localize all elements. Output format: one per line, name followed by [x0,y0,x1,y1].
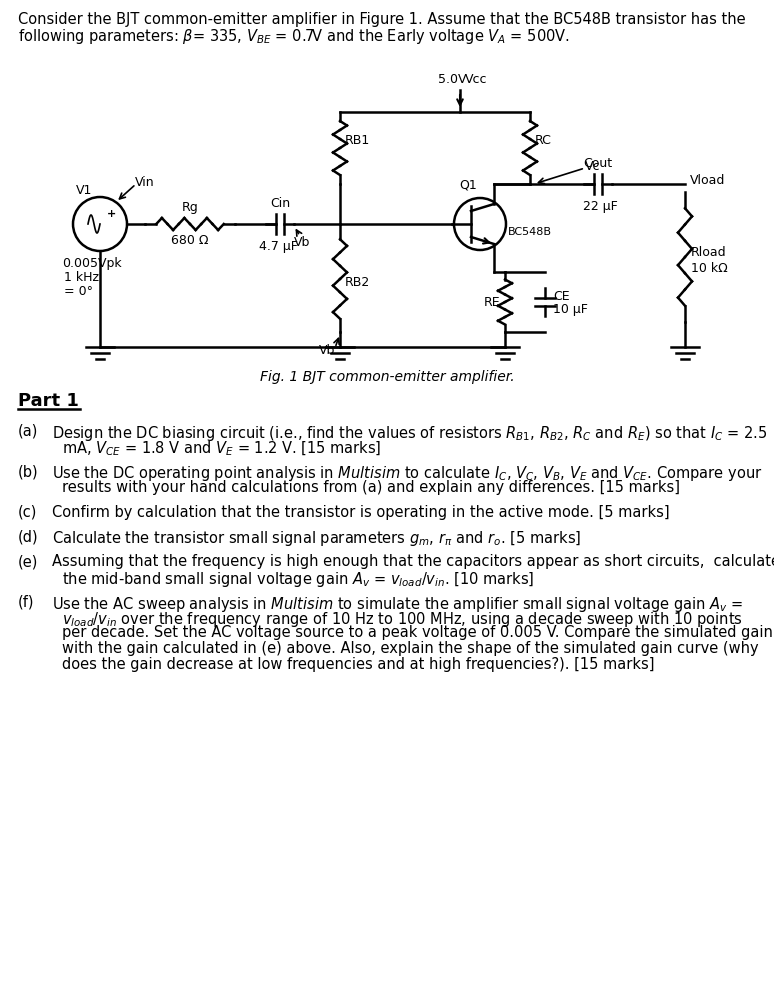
Text: RB2: RB2 [345,277,370,290]
Text: +: + [108,209,117,219]
Text: RC: RC [535,134,552,147]
Text: Vc: Vc [585,160,601,173]
Text: Rg: Rg [182,201,198,214]
Text: with the gain calculated in (e) above. Also, explain the shape of the simulated : with the gain calculated in (e) above. A… [62,641,759,656]
Text: (a): (a) [18,424,39,439]
Text: Cin: Cin [270,197,290,210]
Text: Q1: Q1 [459,179,477,192]
Text: $v_{load}$/$v_{in}$ over the frequency range of 10 Hz to 100 MHz, using a decade: $v_{load}$/$v_{in}$ over the frequency r… [62,610,743,629]
Text: (f): (f) [18,594,35,609]
Text: (b): (b) [18,464,39,479]
Text: Vb: Vb [319,343,335,356]
Text: Vcc: Vcc [465,73,488,86]
Text: per decade. Set the AC voltage source to a peak voltage of 0.005 V. Compare the : per decade. Set the AC voltage source to… [62,626,773,641]
Text: (e): (e) [18,555,39,569]
Text: Rload: Rload [691,245,727,259]
Text: (c): (c) [18,505,37,520]
Text: Part 1: Part 1 [18,392,79,410]
Text: 10 μF: 10 μF [553,304,588,316]
Text: 4.7 μF: 4.7 μF [259,240,297,253]
Text: Cout: Cout [584,157,612,170]
Text: RB1: RB1 [345,134,370,147]
Text: V1: V1 [76,185,92,197]
Text: Vin: Vin [135,176,155,188]
Text: Assuming that the frequency is high enough that the capacitors appear as short c: Assuming that the frequency is high enou… [52,555,774,569]
Text: Vload: Vload [690,174,725,186]
Text: following parameters: $\beta$= 335, $V_{BE}$ = 0.7V and the Early voltage $V_A$ : following parameters: $\beta$= 335, $V_{… [18,27,570,46]
Text: 0.005Vpk: 0.005Vpk [62,257,122,270]
Text: the mid-band small signal voltage gain $A_v$ = $v_{load}$/$v_{in}$. [10 marks]: the mid-band small signal voltage gain $… [62,569,535,588]
Text: mA, $V_{CE}$ = 1.8 V and $V_E$ = 1.2 V. [15 marks]: mA, $V_{CE}$ = 1.8 V and $V_E$ = 1.2 V. … [62,439,382,458]
Text: Use the AC sweep analysis in $\it{Multisim}$ to simulate the amplifier small sig: Use the AC sweep analysis in $\it{Multis… [52,594,743,613]
Text: 680 Ω: 680 Ω [171,234,209,247]
Text: CE: CE [553,290,570,303]
Text: BC548B: BC548B [508,227,552,237]
Text: does the gain decrease at low frequencies and at high frequencies?). [15 marks]: does the gain decrease at low frequencie… [62,657,655,672]
Text: Calculate the transistor small signal parameters $g_m$, $r_\pi$ and $r_o$. [5 ma: Calculate the transistor small signal pa… [52,530,581,549]
Text: 22 μF: 22 μF [583,200,618,213]
Text: Vb: Vb [294,236,310,249]
Text: Use the DC operating point analysis in $\it{Multisim}$ to calculate $I_C$, $V_C$: Use the DC operating point analysis in $… [52,464,762,483]
Text: Confirm by calculation that the transistor is operating in the active mode. [5 m: Confirm by calculation that the transist… [52,505,670,520]
Text: Consider the BJT common-emitter amplifier in Figure 1. Assume that the BC548B tr: Consider the BJT common-emitter amplifie… [18,12,745,27]
Text: (d): (d) [18,530,39,545]
Text: RE: RE [484,296,500,309]
Text: results with your hand calculations from (a) and explain any differences. [15 ma: results with your hand calculations from… [62,480,680,495]
Text: 5.0V: 5.0V [438,73,467,86]
Text: 10 kΩ: 10 kΩ [691,263,728,276]
Text: 1 kHz: 1 kHz [64,271,99,284]
Text: = 0°: = 0° [64,285,93,298]
Text: Fig. 1 BJT common-emitter amplifier.: Fig. 1 BJT common-emitter amplifier. [260,370,514,384]
Text: Design the DC biasing circuit (i.e., find the values of resistors $R_{B1}$, $R_{: Design the DC biasing circuit (i.e., fin… [52,424,768,443]
